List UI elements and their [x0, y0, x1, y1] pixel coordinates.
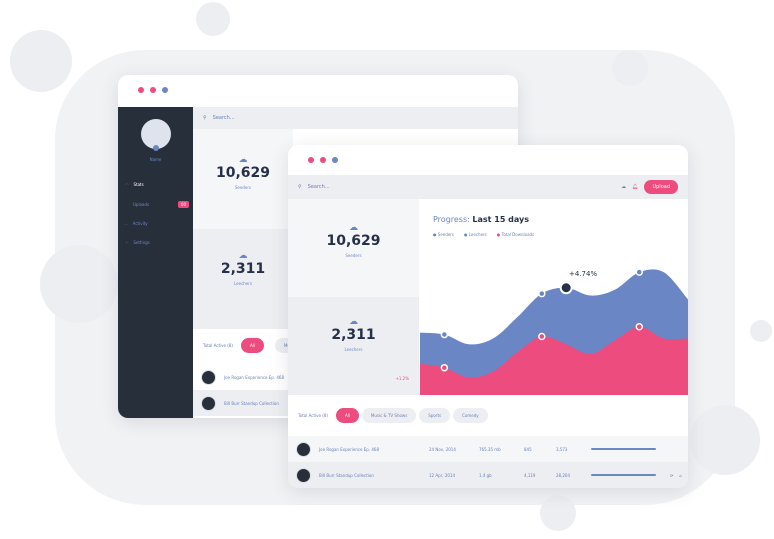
upload-button[interactable]: Upload [644, 180, 678, 194]
cloud-upload-icon: ☁ [238, 155, 248, 165]
legend-seeders: ● Seeders [433, 232, 454, 237]
chip-music-tv[interactable]: Music & TV Shows [361, 408, 417, 423]
bg-circle [750, 320, 772, 342]
chart-callout: +4.74% [569, 270, 598, 278]
highlight-point[interactable] [559, 281, 573, 295]
bg-circle [540, 495, 576, 531]
chip-all[interactable]: All [335, 408, 359, 423]
avatar[interactable] [140, 119, 171, 151]
bg-circle [612, 50, 648, 86]
area-total-downloads [420, 326, 688, 395]
sidebar: Name ◠ Stats Uploads 00 ‥ Activity ⁘ Setting… [118, 107, 193, 418]
search-input[interactable]: ⚲ Search... ☁ 🔔︎ Upload [288, 175, 688, 199]
signal-icon: ◠ [125, 182, 129, 187]
data-point[interactable] [538, 289, 546, 298]
table-row[interactable]: Joe Rogan Experience Ep. 468 [193, 364, 518, 390]
sidebar-item-stats[interactable]: ◠ Stats [125, 182, 144, 187]
chart-legend: ● Seeders ● Leechers ● Total Downloads [433, 232, 534, 237]
legend-leechers: ● Leechers [463, 232, 487, 237]
bg-circle [196, 2, 230, 36]
avatar [201, 369, 216, 385]
user-name: Name [149, 157, 162, 162]
refresh-icon[interactable]: ⟳ [670, 472, 674, 478]
gear-icon: ⁘ [125, 240, 129, 245]
data-point[interactable] [635, 268, 644, 276]
chip-sports[interactable]: Sports [419, 408, 451, 423]
bg-circle [40, 245, 118, 323]
total-active-label: Total Active (8) [203, 343, 233, 348]
total-active-label: Total Active (8) [298, 413, 328, 418]
trash-icon[interactable]: ⌂ [679, 472, 682, 478]
bg-circle [690, 405, 760, 475]
sidebar-item-settings[interactable]: ⁘ Settings [125, 240, 150, 245]
data-point[interactable] [440, 330, 449, 339]
cloud-icon[interactable]: ☁ [621, 184, 627, 190]
data-point[interactable] [440, 363, 449, 372]
search-input[interactable]: ⚲ Search... [193, 107, 518, 129]
sidebar-item-activity[interactable]: ‥ Activity [125, 221, 148, 226]
table-row[interactable]: Bill Burr Standup Collection 12 Apr, 2014… [288, 462, 688, 488]
progress-bar [591, 448, 656, 450]
front-window: ⚲ Search... ☁ 🔔︎ Upload ☁ 10,629 Seeders ☁ 2,… [288, 145, 688, 488]
chip-all[interactable]: All [240, 338, 264, 353]
chart-title: Progress: Last 15 days [433, 215, 530, 224]
window-controls [308, 157, 338, 163]
sidebar-item-uploads[interactable]: Uploads 00 [133, 201, 189, 208]
cloud-download-icon: ☁ [349, 317, 358, 327]
bg-circle [10, 30, 72, 92]
cloud-upload-icon: ☁ [349, 223, 358, 233]
avatar [296, 467, 311, 483]
avatar [296, 441, 311, 457]
delta-label: +1.2% [395, 376, 409, 381]
data-point[interactable] [538, 332, 546, 341]
seeders-card: ☁ 10,629 Seeders [193, 129, 293, 229]
data-point[interactable] [635, 323, 644, 331]
window-controls [138, 87, 168, 93]
leechers-card: ☁ 2,311 Leechers +1.2% [288, 297, 419, 395]
search-icon: ⚲ [203, 115, 207, 121]
legend-downloads: ● Total Downloads [496, 232, 535, 237]
cloud-download-icon: ☁ [238, 251, 248, 261]
progress-bar [591, 474, 656, 476]
activity-icon: ‥ [125, 221, 128, 226]
avatar [201, 395, 216, 411]
search-icon: ⚲ [298, 184, 302, 190]
chip-comedy[interactable]: Comedy [453, 408, 488, 423]
seeders-card: ☁ 10,629 Seeders [288, 199, 419, 297]
table-row[interactable]: Joe Rogan Experience Ep. 468 24 Nov, 2014… [288, 436, 688, 462]
area-chart [420, 268, 688, 395]
bell-icon[interactable]: 🔔︎ [632, 184, 639, 190]
leechers-card: ☁ 2,311 Leechers [193, 229, 293, 329]
